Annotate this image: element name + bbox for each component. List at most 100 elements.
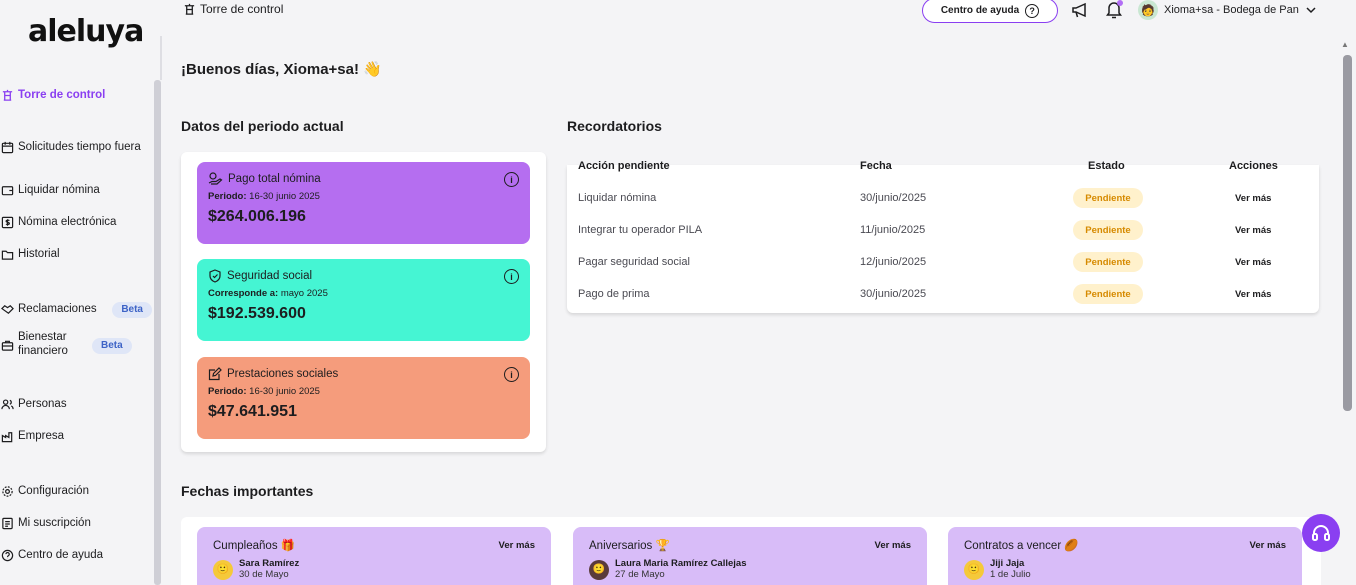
card-period-label: Periodo: bbox=[208, 191, 247, 202]
briefcase-icon bbox=[0, 338, 14, 352]
sidebar-item-label: Historial bbox=[18, 248, 60, 260]
sidebar-item-label: Personas bbox=[18, 398, 67, 410]
period-panel: Pago total nómina i Periodo: 16-30 junio… bbox=[181, 152, 546, 452]
sidebar-item-configuracion[interactable]: Configuración bbox=[0, 484, 152, 498]
status-badge: Pendiente bbox=[1073, 188, 1143, 208]
list-item: 🙂 Laura Maria Ramírez Callejas 27 de May… bbox=[589, 558, 911, 581]
period-section-title: Datos del periodo actual bbox=[181, 118, 344, 134]
receipt-icon bbox=[0, 516, 14, 530]
sidebar-item-personas[interactable]: Personas bbox=[0, 397, 152, 411]
sidebar-item-label: Empresa bbox=[18, 430, 65, 442]
ver-mas-link[interactable]: Ver más bbox=[1235, 289, 1272, 300]
card-period-value: 16-30 junio 2025 bbox=[246, 191, 320, 202]
ver-mas-link[interactable]: Ver más bbox=[1235, 225, 1272, 236]
card-title: Prestaciones sociales bbox=[227, 368, 339, 380]
sidebar-item-label: Reclamaciones bbox=[18, 303, 97, 315]
sidebar-item-reclamaciones[interactable]: Reclamaciones Beta bbox=[0, 302, 152, 318]
dollar-document-icon bbox=[0, 215, 14, 229]
column-header-date: Fecha bbox=[860, 160, 892, 172]
logo[interactable]: aleluya bbox=[28, 14, 144, 49]
sidebar-item-label: Liquidar nómina bbox=[18, 184, 100, 196]
card-seguridad-social[interactable]: Seguridad social i Corresponde a: mayo 2… bbox=[197, 259, 530, 341]
sidebar-item-label: Configuración bbox=[18, 485, 89, 497]
greeting: ¡Buenos días, Xioma+sa! 👋 bbox=[181, 61, 382, 78]
person-date: 1 de Julio bbox=[990, 569, 1031, 580]
factory-icon bbox=[0, 429, 14, 443]
ver-mas-link[interactable]: Ver más bbox=[1249, 540, 1286, 551]
gear-icon bbox=[0, 484, 14, 498]
date-card-title: Aniversarios 🏆 bbox=[589, 540, 670, 552]
edit-document-icon bbox=[208, 367, 222, 381]
status-badge: Pendiente bbox=[1073, 252, 1143, 272]
sidebar-item-label: Nómina electrónica bbox=[18, 216, 117, 228]
folder-icon bbox=[0, 247, 14, 261]
sidebar-item-nomina-electronica[interactable]: Nómina electrónica bbox=[0, 215, 152, 229]
handshake-icon bbox=[0, 302, 14, 316]
sidebar-scrollbar[interactable] bbox=[154, 80, 161, 585]
card-amount: $192.539.600 bbox=[208, 305, 306, 322]
sidebar-item-empresa[interactable]: Empresa bbox=[0, 429, 152, 443]
reminders-panel bbox=[567, 165, 1319, 313]
notifications-bell-icon[interactable] bbox=[1105, 0, 1123, 24]
ver-mas-link[interactable]: Ver más bbox=[874, 540, 911, 551]
reminder-action: Pago de prima bbox=[578, 288, 650, 300]
tower-icon bbox=[0, 88, 14, 102]
scroll-up-arrow-icon[interactable]: ▲ bbox=[1341, 40, 1349, 49]
card-amount: $47.641.951 bbox=[208, 403, 297, 420]
sidebar-item-historial[interactable]: Historial bbox=[0, 247, 152, 261]
ver-mas-link[interactable]: Ver más bbox=[498, 540, 535, 551]
status-badge: Pendiente bbox=[1073, 284, 1143, 304]
person-name: Laura Maria Ramírez Callejas bbox=[615, 558, 747, 569]
reminder-date: 11/junio/2025 bbox=[860, 224, 926, 236]
ver-mas-link[interactable]: Ver más bbox=[1235, 193, 1272, 204]
person-name: Sara Ramírez bbox=[239, 558, 300, 569]
help-circle-icon bbox=[0, 548, 14, 562]
sidebar-divider bbox=[160, 36, 162, 80]
anniversaries-card: Aniversarios 🏆 Ver más 🙂 Laura Maria Ram… bbox=[573, 527, 927, 585]
support-chat-button[interactable] bbox=[1302, 514, 1340, 552]
beta-badge: Beta bbox=[92, 338, 132, 354]
scrollbar-thumb[interactable] bbox=[1343, 55, 1352, 411]
card-prestaciones[interactable]: Prestaciones sociales i Periodo: 16-30 j… bbox=[197, 357, 530, 439]
avatar: 🙂 bbox=[213, 559, 233, 580]
info-icon[interactable]: i bbox=[504, 269, 519, 284]
sidebar-item-liquidar-nomina[interactable]: Liquidar nómina bbox=[0, 183, 152, 197]
calendar-icon bbox=[0, 140, 14, 154]
sidebar-item-bienestar[interactable]: Bienestar financiero Beta bbox=[0, 330, 152, 358]
ver-mas-link[interactable]: Ver más bbox=[1235, 257, 1272, 268]
page-title: Torre de control bbox=[200, 2, 284, 16]
question-icon: ? bbox=[1025, 3, 1040, 18]
reminder-date: 12/junio/2025 bbox=[860, 256, 927, 268]
megaphone-icon[interactable] bbox=[1071, 1, 1091, 24]
card-period: Periodo: 16-30 junio 2025 bbox=[208, 191, 519, 202]
card-amount: $264.006.196 bbox=[208, 208, 306, 225]
help-button-label: Centro de ayuda bbox=[940, 5, 1020, 16]
help-center-button[interactable]: Centro de ayuda ? bbox=[922, 0, 1058, 23]
sidebar-item-mi-suscripcion[interactable]: Mi suscripción bbox=[0, 516, 152, 530]
column-header-action: Acción pendiente bbox=[578, 160, 670, 172]
card-period: Corresponde a: mayo 2025 bbox=[208, 288, 519, 299]
sidebar-item-centro-de-ayuda[interactable]: Centro de ayuda bbox=[0, 548, 152, 562]
info-icon[interactable]: i bbox=[504, 172, 519, 187]
sidebar-item-label: Mi suscripción bbox=[18, 517, 91, 529]
reminder-action: Pagar seguridad social bbox=[578, 256, 690, 268]
sidebar: aleluya Torre de control Solicitudes tie… bbox=[0, 0, 162, 585]
sidebar-item-torre-de-control[interactable]: Torre de control bbox=[0, 88, 152, 102]
avatar: 🙂 bbox=[589, 559, 609, 580]
wallet-icon bbox=[0, 183, 14, 197]
money-hand-icon bbox=[208, 172, 223, 185]
info-icon[interactable]: i bbox=[504, 367, 519, 382]
chevron-down-icon bbox=[1306, 7, 1316, 14]
card-pago-total[interactable]: Pago total nómina i Periodo: 16-30 junio… bbox=[197, 162, 530, 244]
sidebar-item-solicitudes[interactable]: Solicitudes tiempo fuera bbox=[0, 140, 152, 154]
date-card-title: Contratos a vencer 🏉 bbox=[964, 540, 1079, 552]
headset-icon bbox=[1312, 525, 1330, 541]
card-period-label: Corresponde a: bbox=[208, 288, 279, 299]
column-header-status: Estado bbox=[1088, 160, 1125, 172]
avatar: 🧑 bbox=[1138, 0, 1158, 20]
user-menu[interactable]: 🧑 Xioma+sa - Bodega de Pan bbox=[1138, 0, 1317, 20]
list-item: 🙂 Jiji Jaja 1 de Julio bbox=[964, 558, 1286, 581]
card-period: Periodo: 16-30 junio 2025 bbox=[208, 386, 519, 397]
column-header-actions: Acciones bbox=[1229, 160, 1278, 172]
birthdays-card: Cumpleaños 🎁 Ver más 🙂 Sara Ramírez 30 d… bbox=[197, 527, 551, 585]
